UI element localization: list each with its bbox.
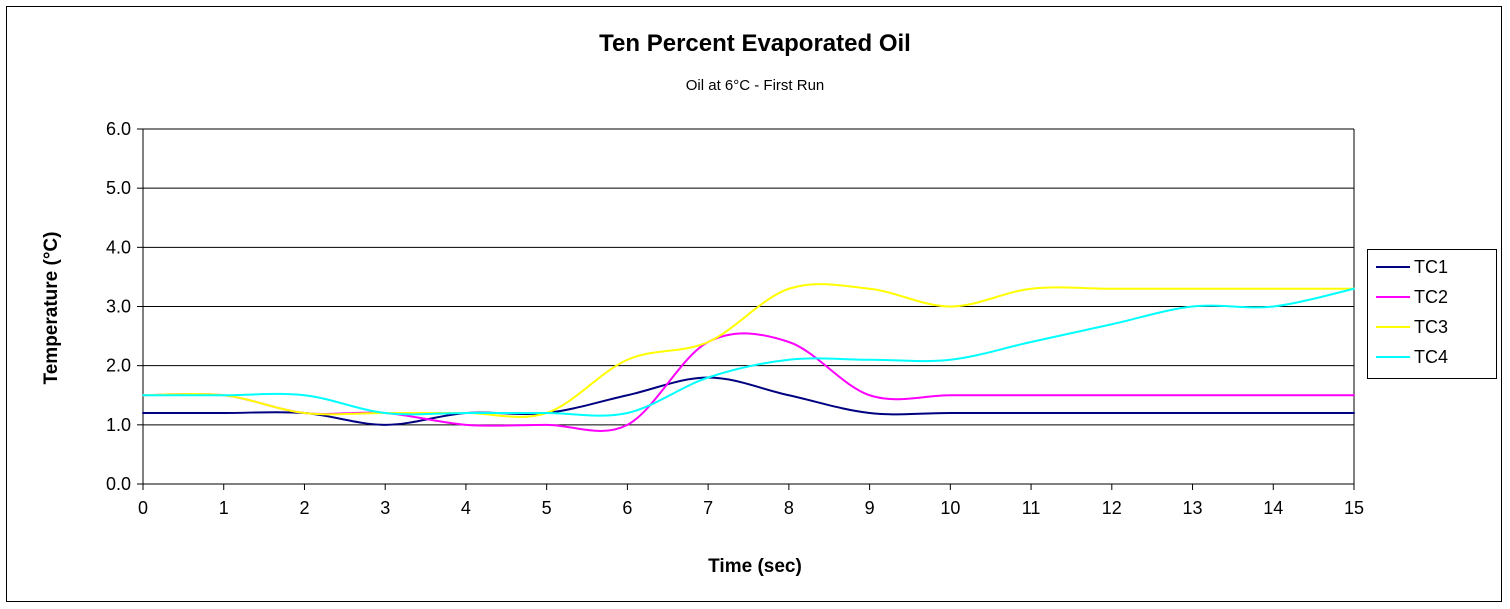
x-tick-label: 10 (940, 498, 960, 518)
x-tick-label: 15 (1344, 498, 1364, 518)
x-tick-label: 7 (703, 498, 713, 518)
x-tick-label: 2 (299, 498, 309, 518)
legend-label-tc3: TC3 (1414, 317, 1449, 337)
legend-item-tc1: TC1 (1376, 255, 1496, 279)
x-tick-label: 0 (138, 498, 148, 518)
x-tick-label: 5 (542, 498, 552, 518)
legend: TC1 TC2 TC3 TC4 (1367, 249, 1497, 379)
x-tick-label: 12 (1102, 498, 1122, 518)
x-tick-label: 9 (865, 498, 875, 518)
chart-subtitle: Oil at 6°C - First Run (685, 77, 825, 94)
y-tick-label: 0.0 (106, 474, 131, 494)
y-tick-label: 5.0 (106, 178, 131, 198)
legend-item-tc2: TC2 (1376, 285, 1496, 309)
x-tick-label: 11 (1022, 498, 1041, 518)
legend-swatch-tc2 (1376, 296, 1410, 298)
legend-item-tc3: TC3 (1376, 315, 1496, 339)
x-axis-label: Time (sec) (708, 556, 802, 577)
series-line-tc1 (142, 376, 1355, 426)
legend-item-tc4: TC4 (1376, 345, 1496, 369)
x-tick-label: 6 (622, 498, 632, 518)
x-tick-label: 14 (1263, 498, 1283, 518)
legend-label-tc1: TC1 (1414, 257, 1449, 277)
x-tick-label: 8 (784, 498, 794, 518)
x-tick-label: 1 (219, 498, 229, 518)
y-tick-label: 6.0 (106, 119, 131, 139)
legend-label-tc2: TC2 (1414, 287, 1449, 307)
x-tick-label: 3 (380, 498, 390, 518)
legend-swatch-tc3 (1376, 326, 1410, 328)
y-tick-label: 4.0 (106, 237, 131, 257)
series-line-tc3 (142, 283, 1355, 418)
legend-swatch-tc1 (1376, 266, 1410, 268)
chart-area (6, 6, 1502, 602)
x-tick-label: 4 (461, 498, 471, 518)
legend-swatch-tc4 (1376, 356, 1410, 358)
legend-label-tc4: TC4 (1414, 347, 1449, 367)
y-tick-label: 1.0 (106, 415, 131, 435)
y-tick-label: 3.0 (106, 297, 131, 317)
y-tick-label: 2.0 (106, 356, 131, 376)
x-tick-label: 13 (1183, 498, 1203, 518)
series-line-tc4 (142, 287, 1355, 417)
chart-title: Ten Percent Evaporated Oil (599, 30, 911, 57)
